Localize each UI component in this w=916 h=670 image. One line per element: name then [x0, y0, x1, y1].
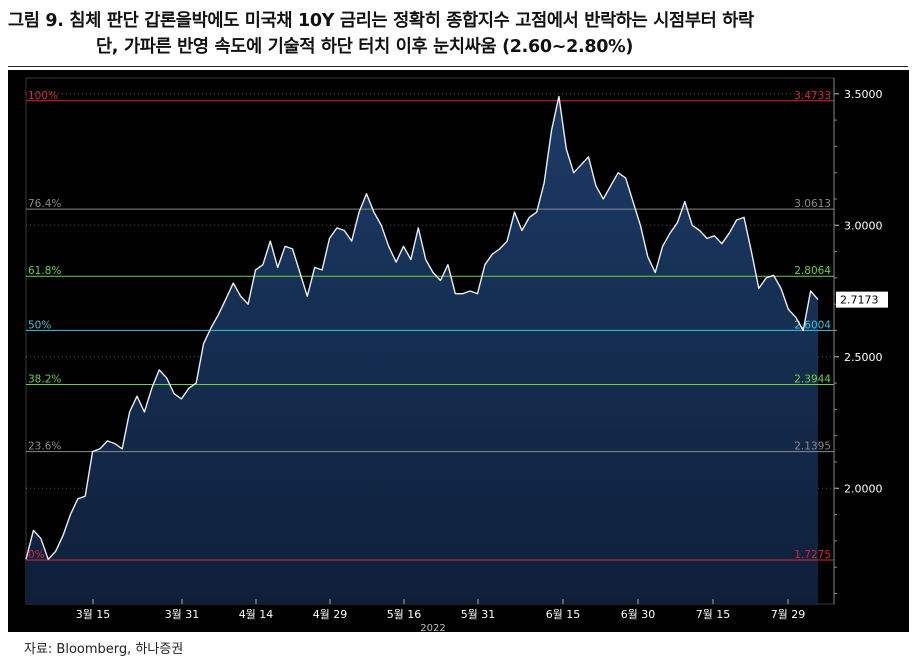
figure-title-line2: 단, 가파른 반영 속도에 기술적 하단 터치 이후 눈치싸움 (2.60~2.…	[96, 37, 634, 57]
fib-level-pct-label: 38.2%	[28, 374, 61, 386]
fib-level-pct-label: 76.4%	[28, 198, 61, 210]
fib-level-pct-label: 0%	[28, 549, 45, 561]
x-tick-label: 3월 15	[76, 608, 111, 621]
x-tick-label: 4월 29	[313, 608, 348, 621]
x-tick-label: 6월 15	[546, 608, 581, 621]
last-value-box	[836, 291, 888, 308]
fib-level-value-label: 2.8064	[794, 265, 831, 277]
fib-level-value-label: 3.0613	[794, 198, 831, 210]
x-tick-label: 5월 31	[461, 608, 496, 621]
x-year-label: 2022	[420, 623, 445, 632]
fib-level-pct-label: 50%	[28, 319, 51, 331]
figure-title-line1: 그림 9. 침체 판단 갑론을박에도 미국채 10Y 금리는 정확히 종합지수 …	[8, 11, 754, 31]
fib-level-value-label: 1.7275	[794, 549, 831, 561]
fib-level-pct-label: 100%	[28, 90, 58, 102]
x-tick-label: 3월 31	[165, 608, 200, 621]
x-tick-label: 6월 30	[621, 608, 656, 621]
x-tick-label: 7월 15	[696, 608, 731, 621]
y-tick-label: 2.5000	[844, 351, 883, 364]
fib-level-pct-label: 61.8%	[28, 265, 61, 277]
y-tick-label: 2.0000	[844, 482, 883, 495]
last-value-label: 2.7173	[840, 294, 879, 307]
y-tick-label: 3.0000	[844, 219, 883, 232]
fib-level-value-label: 2.1395	[794, 441, 831, 453]
source-note: 자료: Bloomberg, 하나증권	[24, 642, 184, 657]
figure-title: 그림 9. 침체 판단 갑론을박에도 미국채 10Y 금리는 정확히 종합지수 …	[8, 8, 908, 60]
fib-level-pct-label: 23.6%	[28, 441, 61, 453]
fib-level-value-label: 3.4733	[794, 90, 831, 102]
chart-panel: 100% 3.4733 76.4% 3.0613 61.8% 2.8064 50% 2.600…	[8, 70, 909, 634]
title-divider	[8, 66, 908, 67]
fib-level-value-label: 2.3944	[794, 374, 831, 386]
series-line	[25, 95, 819, 560]
series-area	[26, 96, 818, 605]
x-tick-label: 4월 14	[239, 608, 274, 621]
x-tick-label: 7월 29	[771, 608, 806, 621]
x-tick-label: 5월 16	[387, 608, 422, 621]
y-tick-label: 3.5000	[844, 88, 883, 101]
